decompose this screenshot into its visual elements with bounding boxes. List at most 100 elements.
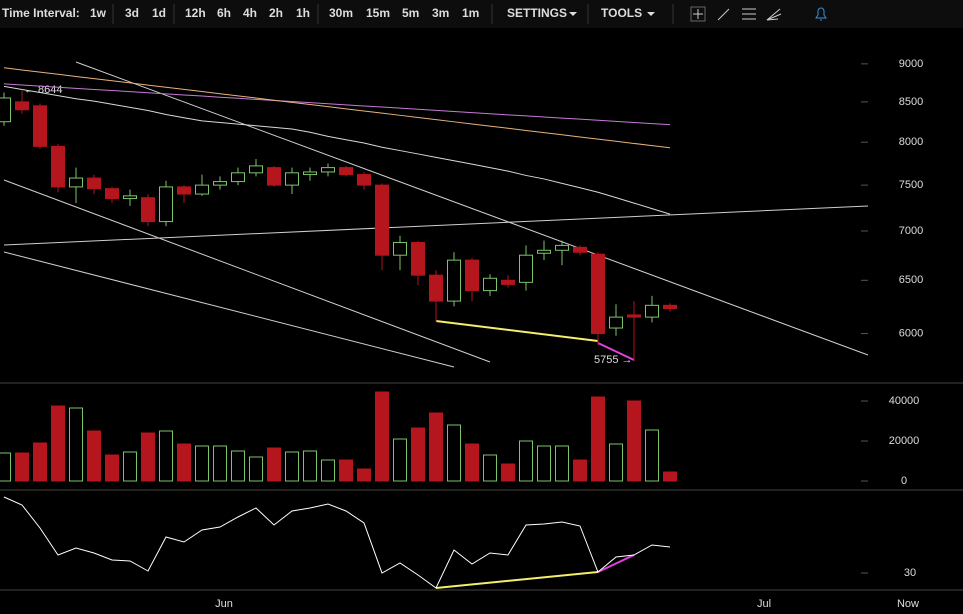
interval-button[interactable]: 4h bbox=[243, 6, 257, 20]
x-tick-label: Jul bbox=[757, 598, 771, 610]
rsi-line bbox=[3, 496, 671, 589]
candle-body bbox=[339, 167, 353, 176]
volume-bar bbox=[159, 430, 173, 482]
volume-bar bbox=[573, 459, 587, 482]
candle-body bbox=[249, 165, 263, 174]
volume-bar bbox=[519, 440, 533, 482]
volume-bar bbox=[645, 429, 659, 482]
volume-bar bbox=[177, 443, 191, 482]
candle-body bbox=[285, 172, 299, 186]
moving-average bbox=[3, 67, 671, 149]
volume-bar bbox=[33, 442, 47, 482]
moving-average bbox=[3, 83, 671, 126]
candle-body bbox=[627, 314, 641, 318]
volume-bar bbox=[285, 451, 299, 482]
candle-body bbox=[123, 195, 137, 200]
tools-menu[interactable]: TOOLS bbox=[601, 6, 642, 20]
toolbar-separators bbox=[112, 4, 674, 24]
interval-button[interactable]: 5m bbox=[402, 6, 419, 20]
settings-menu[interactable]: SETTINGS bbox=[507, 6, 567, 20]
volume-bar bbox=[411, 427, 425, 482]
y-tick-label: 7500 bbox=[899, 179, 923, 191]
y-tick-label: 8000 bbox=[899, 136, 923, 148]
interval-button[interactable]: 3d bbox=[125, 6, 139, 20]
candle-body bbox=[141, 197, 155, 223]
y-tick-label: 9000 bbox=[899, 58, 923, 70]
candle-body bbox=[195, 184, 209, 195]
interval-button[interactable]: 3m bbox=[432, 6, 449, 20]
volume-bar bbox=[609, 443, 623, 482]
interval-button[interactable]: 2h bbox=[269, 6, 283, 20]
panel-borders bbox=[0, 382, 963, 591]
divergence-lines bbox=[435, 320, 635, 589]
candle-body bbox=[519, 254, 533, 283]
volume-bar bbox=[591, 396, 605, 482]
y-tick-label: 6000 bbox=[899, 327, 923, 339]
candle-body bbox=[303, 171, 317, 176]
toolbar-label: Time Interval: bbox=[2, 6, 80, 20]
x-tick-label: Now bbox=[897, 598, 919, 610]
volume-bar bbox=[303, 450, 317, 482]
candle-body bbox=[87, 177, 101, 190]
volume-bar bbox=[555, 445, 569, 482]
candle-body bbox=[609, 316, 623, 329]
candle-body bbox=[51, 145, 65, 188]
volume-bar bbox=[663, 471, 677, 482]
candle-body bbox=[357, 174, 371, 186]
candle-body bbox=[321, 167, 335, 173]
interval-button[interactable]: 1h bbox=[296, 6, 310, 20]
volume-bar bbox=[537, 445, 551, 482]
interval-button[interactable]: 12h bbox=[185, 6, 206, 20]
candle-body bbox=[0, 97, 11, 123]
volume-bar bbox=[267, 447, 281, 482]
y-tick-label: 6500 bbox=[899, 274, 923, 286]
candle-body bbox=[213, 181, 227, 186]
interval-button[interactable]: 1m bbox=[462, 6, 479, 20]
interval-button[interactable]: 1w bbox=[90, 6, 107, 20]
candle-body bbox=[429, 274, 443, 302]
volume-bar bbox=[627, 400, 641, 482]
volume-bar bbox=[51, 405, 65, 482]
volume-bar bbox=[501, 463, 515, 482]
candle-body bbox=[663, 304, 677, 310]
candle-body bbox=[573, 246, 587, 253]
interval-button[interactable]: 1d bbox=[152, 6, 166, 20]
candle-body bbox=[645, 304, 659, 318]
volume-bar bbox=[447, 424, 461, 482]
volume-bar bbox=[375, 391, 389, 482]
volume-bar bbox=[483, 454, 497, 482]
candle-body bbox=[15, 101, 29, 111]
candle-body bbox=[447, 259, 461, 302]
y-tick-label: 7000 bbox=[899, 225, 923, 237]
volume-bar bbox=[69, 407, 83, 482]
candle-body bbox=[231, 172, 245, 183]
moving-average bbox=[3, 85, 671, 215]
volume-bar bbox=[141, 432, 155, 482]
drawing-tools[interactable] bbox=[690, 6, 827, 22]
candle-body bbox=[591, 253, 605, 335]
candle-body bbox=[393, 242, 407, 256]
volume-bar bbox=[393, 438, 407, 482]
candle-body bbox=[159, 186, 173, 223]
candle-body bbox=[69, 177, 83, 188]
volume-bar bbox=[87, 430, 101, 482]
y-tick-label: 40000 bbox=[889, 395, 920, 407]
interval-button[interactable]: 15m bbox=[366, 6, 390, 20]
volume-bar bbox=[123, 451, 137, 482]
candle-body bbox=[537, 249, 551, 254]
candle-body bbox=[105, 188, 119, 200]
volume-bar bbox=[465, 443, 479, 482]
y-tick-label: 20000 bbox=[889, 435, 920, 447]
volume-bar bbox=[0, 452, 11, 482]
volume-bar bbox=[231, 450, 245, 482]
trend-lines bbox=[3, 61, 869, 368]
volume-bar bbox=[213, 445, 227, 482]
interval-button[interactable]: 6h bbox=[217, 6, 231, 20]
caret bbox=[647, 12, 655, 16]
y-tick-label: 8500 bbox=[899, 96, 923, 108]
volume-bar bbox=[429, 412, 443, 482]
candle-body bbox=[501, 279, 515, 285]
low-annotation: 5755 → bbox=[594, 354, 633, 366]
interval-button[interactable]: 30m bbox=[329, 6, 353, 20]
